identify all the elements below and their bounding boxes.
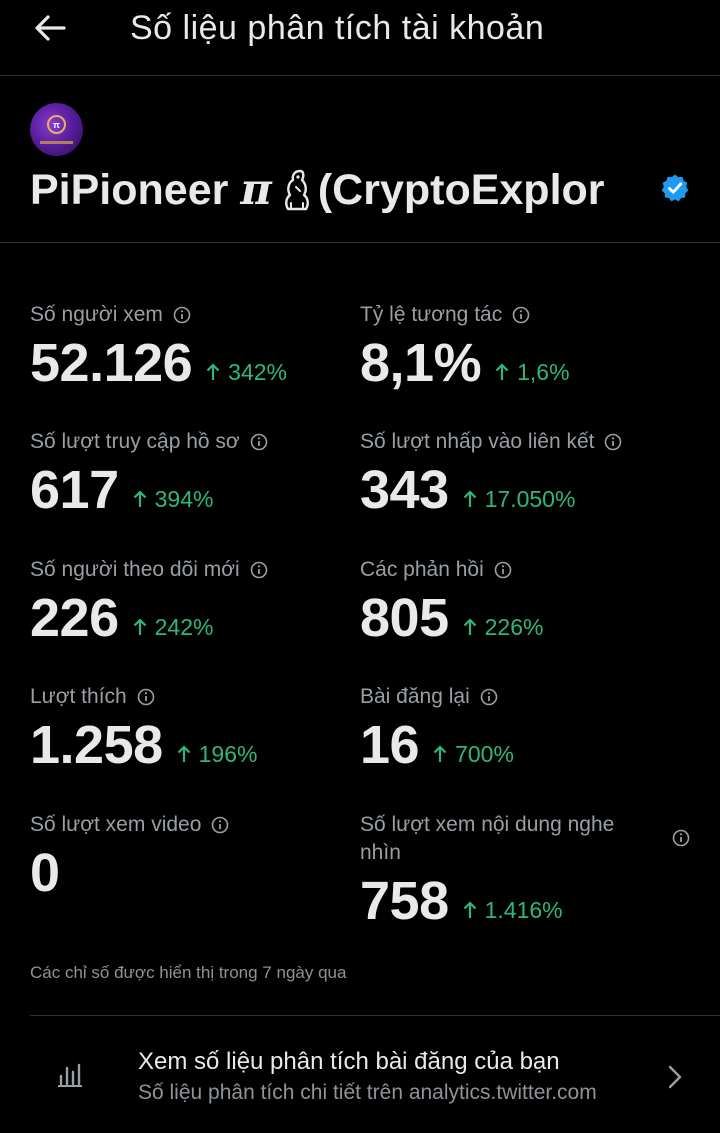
metric-media-views: Số lượt xem nội dung nghe nhìn 758 1.416…	[360, 811, 690, 933]
metric-change: 1,6%	[495, 359, 570, 386]
arrow-up-icon	[206, 363, 220, 380]
link-subtitle: Số liệu phân tích chi tiết trên analytic…	[138, 1081, 597, 1104]
metric-replies: Các phản hồi 805 226%	[360, 556, 543, 650]
metric-label: Tỷ lệ tương tác	[360, 303, 503, 326]
metric-likes: Lượt thích 1.258 196%	[30, 683, 257, 777]
info-icon[interactable]	[137, 688, 155, 706]
arrow-up-icon	[133, 490, 146, 507]
display-name[interactable]: PiPioneer π (CryptoExplor	[30, 164, 670, 216]
arrow-up-icon	[177, 745, 190, 762]
metric-change: 700%	[433, 741, 514, 768]
metric-reposts: Bài đăng lại 16 700%	[360, 683, 514, 777]
metric-value: 805	[360, 588, 449, 648]
metric-value: 758	[360, 871, 449, 931]
metric-value: 16	[360, 715, 420, 775]
verified-badge-icon	[661, 174, 689, 202]
avatar[interactable]: π	[30, 103, 83, 156]
arrow-left-icon	[35, 15, 66, 41]
metric-value: 617	[30, 460, 119, 520]
arrow-up-icon	[133, 618, 146, 635]
metric-change: 342%	[206, 359, 287, 386]
info-icon[interactable]	[672, 829, 690, 847]
info-icon[interactable]	[250, 561, 268, 579]
pi-logo-icon: π	[47, 115, 66, 134]
metric-value: 8,1%	[360, 333, 482, 393]
metric-change: 1.416%	[463, 897, 563, 924]
metric-value: 0	[30, 843, 60, 903]
page-title: Số liệu phân tích tài khoản	[130, 9, 545, 47]
display-name-pi: π	[240, 165, 272, 215]
metric-label: Bài đăng lại	[360, 685, 470, 708]
metric-new-followers: Số người theo dõi mới 226 242%	[30, 556, 268, 650]
arrow-up-icon	[495, 363, 509, 380]
metric-change: 17.050%	[463, 486, 575, 513]
info-icon[interactable]	[211, 816, 229, 834]
metric-video-views: Số lượt xem video 0	[30, 811, 229, 905]
arrow-up-icon	[463, 618, 476, 635]
metric-label: Số lượt truy cập hồ sơ	[30, 430, 240, 453]
metric-engagement-rate: Tỷ lệ tương tác 8,1% 1,6%	[360, 301, 570, 395]
info-icon[interactable]	[250, 433, 268, 451]
info-icon[interactable]	[494, 561, 512, 579]
display-name-part1: PiPioneer	[30, 166, 229, 214]
metric-value: 52.126	[30, 333, 193, 393]
divider	[30, 1015, 720, 1016]
link-title: Xem số liệu phân tích bài đăng của bạn	[138, 1048, 560, 1075]
metrics-period-note: Các chỉ số được hiển thị trong 7 ngày qu…	[30, 963, 347, 982]
metric-value: 1.258	[30, 715, 163, 775]
metric-viewers: Số người xem 52.126 342%	[30, 301, 287, 395]
info-icon[interactable]	[604, 433, 622, 451]
profile-section: π PiPioneer π (CryptoExplor	[0, 76, 720, 243]
metric-label: Số lượt nhấp vào liên kết	[360, 430, 595, 453]
display-name-part2: (CryptoExplor	[317, 166, 605, 214]
info-icon[interactable]	[512, 306, 530, 324]
arrow-up-icon	[433, 745, 447, 762]
arrow-up-icon	[463, 490, 476, 507]
metric-label: Số người theo dõi mới	[30, 558, 240, 581]
back-button[interactable]	[24, 8, 76, 48]
bar-chart-icon	[58, 1063, 82, 1087]
top-bar: Số liệu phân tích tài khoản	[0, 0, 720, 76]
metric-change: 196%	[177, 741, 257, 768]
metric-value: 226	[30, 588, 119, 648]
metric-label: Lượt thích	[30, 685, 127, 708]
metric-label: Số lượt xem video	[30, 813, 202, 836]
metric-label: Số lượt xem nội dung nghe nhìn	[360, 813, 615, 864]
metric-link-clicks: Số lượt nhấp vào liên kết 343 17.050%	[360, 428, 622, 522]
post-analytics-link[interactable]: Xem số liệu phân tích bài đăng của bạn S…	[0, 1016, 720, 1133]
info-icon[interactable]	[173, 306, 191, 324]
metric-value: 343	[360, 460, 449, 520]
metric-profile-visits: Số lượt truy cập hồ sơ 617 394%	[30, 428, 268, 522]
metric-change: 394%	[133, 486, 213, 513]
arrow-up-icon	[463, 901, 476, 918]
metric-label: Số người xem	[30, 303, 163, 326]
metric-label: Các phản hồi	[360, 558, 484, 581]
rodent-emoji-icon	[284, 169, 309, 211]
chevron-right-icon	[668, 1065, 682, 1089]
metric-change: 242%	[133, 614, 213, 641]
metric-change: 226%	[463, 614, 543, 641]
info-icon[interactable]	[480, 688, 498, 706]
